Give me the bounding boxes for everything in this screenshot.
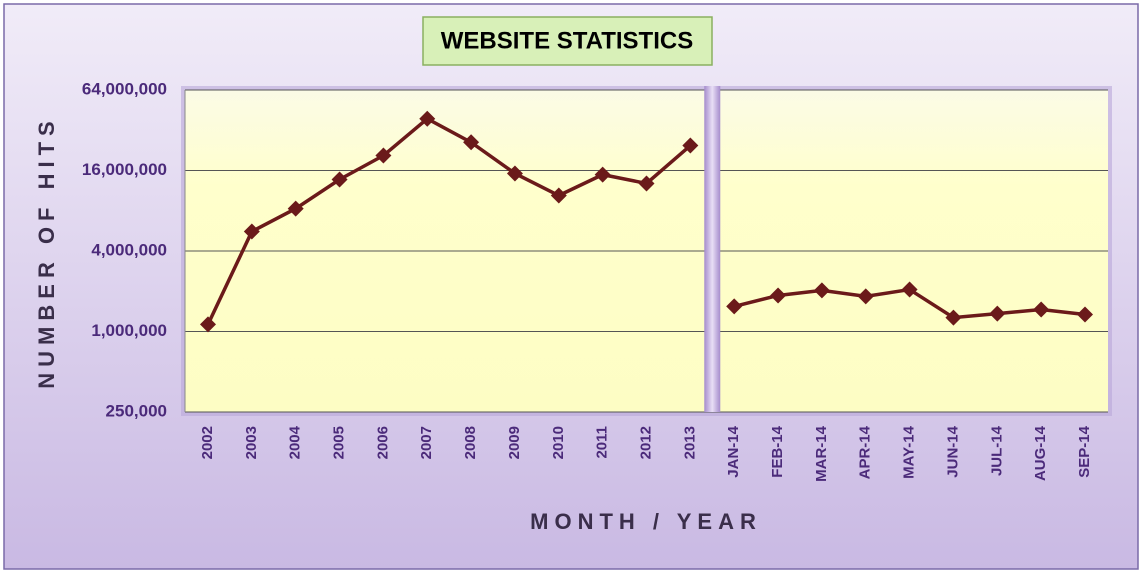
data-point — [200, 316, 216, 333]
x-tick-label: 2009 — [506, 426, 523, 459]
x-axis-label: MONTH / YEAR — [530, 509, 762, 534]
data-point — [594, 166, 611, 183]
x-tick-label: 2007 — [418, 426, 435, 459]
x-tick-label: SEP-14 — [1076, 425, 1093, 477]
x-tick-label: 2002 — [199, 426, 216, 459]
y-tick-label: 4,000,000 — [91, 240, 167, 259]
data-point — [287, 200, 304, 217]
x-tick-label: FEB-14 — [769, 425, 786, 477]
x-tick-label: 2011 — [594, 426, 611, 459]
x-tick-label: 2005 — [331, 426, 348, 459]
data-point — [989, 305, 1006, 322]
data-point — [638, 175, 655, 192]
data-point — [901, 281, 918, 298]
y-axis-label: NUMBER OF HITS — [34, 115, 59, 388]
y-tick-label: 250,000 — [106, 401, 167, 420]
data-point — [506, 165, 523, 182]
x-tick-label: JUN-14 — [944, 425, 961, 477]
data-point — [770, 287, 787, 304]
data-point — [726, 298, 743, 315]
x-tick-label: AUG-14 — [1032, 425, 1049, 481]
data-point — [682, 137, 699, 154]
data-point — [463, 134, 480, 151]
data-point — [1077, 306, 1093, 323]
data-point — [550, 187, 567, 204]
data-point — [375, 147, 392, 164]
title-box — [422, 16, 713, 66]
data-point — [1033, 301, 1050, 318]
y-tick-label: 1,000,000 — [91, 321, 167, 340]
data-point — [419, 110, 436, 127]
y-tick-label: 64,000,000 — [82, 79, 167, 98]
x-tick-label: 2004 — [287, 425, 304, 459]
chart-title: WEBSITE STATISTICS — [441, 27, 693, 54]
x-tick-label: MAR-14 — [813, 425, 830, 481]
x-tick-label: JUL-14 — [988, 425, 1005, 476]
data-point — [857, 288, 874, 305]
data-point — [243, 223, 260, 240]
data-line — [206, 116, 692, 326]
x-tick-label: JAN-14 — [725, 425, 742, 477]
x-tick-label: 2010 — [550, 426, 567, 459]
x-tick-label: 2012 — [637, 426, 654, 459]
x-tick-label: APR-14 — [857, 425, 874, 479]
x-tick-label: 2008 — [462, 426, 479, 459]
x-tick-label: 2003 — [243, 426, 260, 459]
x-tick-label: MAY-14 — [901, 425, 918, 478]
data-point — [813, 282, 830, 299]
x-tick-label: 2013 — [681, 426, 698, 459]
data-point — [331, 171, 348, 188]
x-tick-label: 2006 — [374, 426, 391, 459]
axis-break — [704, 86, 721, 412]
y-tick-label: 16,000,000 — [82, 160, 167, 179]
data-point — [945, 309, 962, 326]
